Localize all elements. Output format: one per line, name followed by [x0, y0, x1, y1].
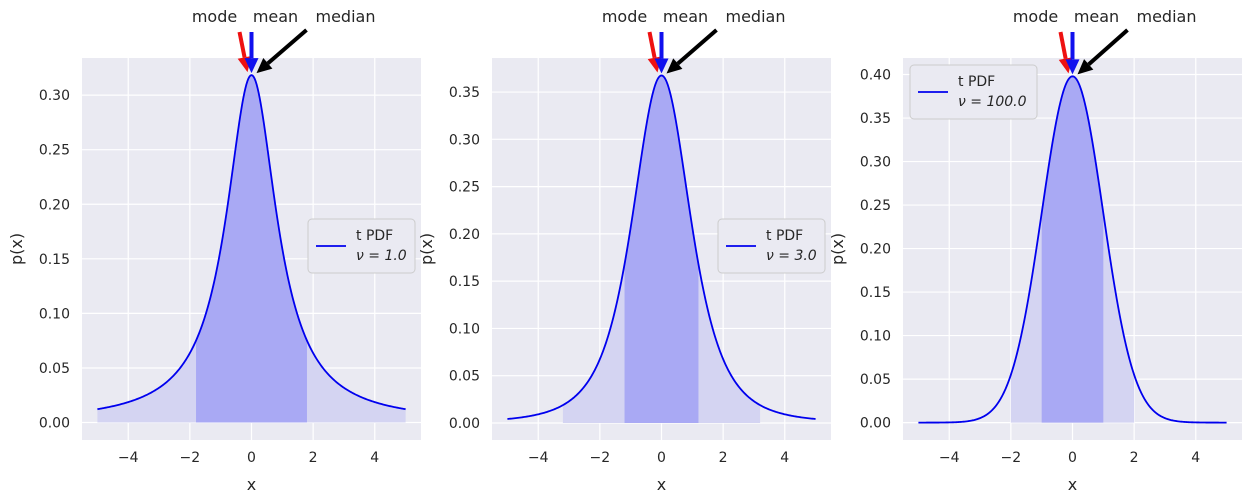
y-tick-label: 0.20	[860, 242, 891, 258]
median-arrow-head	[666, 58, 683, 74]
legend-label-line1: t PDF	[958, 74, 995, 90]
y-tick-label: 0.35	[860, 111, 891, 127]
y-axis-label: p(x)	[7, 233, 26, 265]
legend-label-line2: ν = 100.0	[958, 94, 1027, 110]
x-tick-label: −4	[118, 450, 139, 466]
legend-label-line2: ν = 1.0	[356, 248, 407, 264]
y-tick-label: 0.40	[860, 68, 891, 84]
y-tick-label: 0.30	[39, 88, 70, 104]
shaded-region-inner	[1041, 76, 1104, 423]
x-tick-label: −2	[1001, 450, 1022, 466]
y-tick-label: 0.00	[449, 416, 480, 432]
legend-box	[307, 218, 416, 274]
x-tick-label: −4	[528, 450, 549, 466]
x-tick-label: 4	[370, 450, 379, 466]
y-tick-label: 0.20	[449, 227, 480, 243]
x-axis-label: x	[1068, 475, 1077, 494]
y-axis-label: p(x)	[828, 233, 847, 265]
mode-annotation: mode	[192, 7, 237, 26]
median-annotation: median	[726, 7, 786, 26]
x-tick-label: 2	[309, 450, 318, 466]
y-tick-label: 0.10	[860, 329, 891, 345]
y-tick-label: 0.10	[449, 321, 480, 337]
legend-label-line1: t PDF	[766, 228, 803, 244]
y-tick-label: 0.10	[39, 306, 70, 322]
mode-annotation: mode	[602, 7, 647, 26]
mean-annotation: mean	[1074, 7, 1119, 26]
pdf-line	[507, 74, 816, 420]
x-tick-label: 4	[780, 450, 789, 466]
pdf-line	[918, 75, 1227, 424]
y-tick-label: 0.25	[39, 143, 70, 159]
y-tick-label: 0.30	[449, 132, 480, 148]
mean-arrow-head	[244, 58, 259, 74]
panel-2: −4 −2 0 2 4 0.00 0.05 0.10 0.15 0.20 0.25 0.30 0.35 x…	[417, 7, 831, 494]
x-tick-label: 2	[1130, 450, 1139, 466]
mean-annotation: mean	[253, 7, 298, 26]
y-tick-label: 0.30	[860, 155, 891, 171]
mean-arrow-head	[1065, 59, 1080, 75]
shaded-region-inner	[624, 75, 699, 423]
x-tick-label: 2	[719, 450, 728, 466]
x-tick-label: 4	[1191, 450, 1200, 466]
mean-annotation: mean	[663, 7, 708, 26]
y-tick-label: 0.05	[449, 369, 480, 385]
y-tick-label: 0.15	[39, 252, 70, 268]
y-axis-label: p(x)	[417, 233, 436, 265]
x-tick-label: −2	[590, 450, 611, 466]
mode-annotation: mode	[1013, 7, 1058, 26]
y-tick-label: 0.25	[860, 198, 891, 214]
y-tick-label: 0.05	[39, 361, 70, 377]
x-tick-label: −4	[939, 450, 960, 466]
x-axis-label: x	[247, 475, 256, 494]
y-tick-label: 0.20	[39, 197, 70, 213]
y-tick-label: 0.00	[860, 416, 891, 432]
shaded-region-inner	[196, 75, 307, 423]
y-tick-label: 0.15	[449, 274, 480, 290]
median-arrow-head	[1077, 59, 1094, 75]
median-arrow-shaft	[266, 28, 308, 65]
panel-3: −4 −2 0 2 4 0.00 0.05 0.10 0.15 0.20 0.25 0.30 0.35 0…	[828, 7, 1242, 494]
y-tick-label: 0.00	[39, 416, 70, 432]
x-tick-label: 0	[657, 450, 666, 466]
x-axis-label: x	[657, 475, 666, 494]
median-arrow-shaft	[1087, 28, 1129, 66]
median-annotation: median	[316, 7, 376, 26]
median-annotation: median	[1137, 7, 1197, 26]
legend-label-line1: t PDF	[356, 228, 393, 244]
x-tick-label: 0	[247, 450, 256, 466]
y-tick-label: 0.35	[449, 85, 480, 101]
y-tick-label: 0.05	[860, 372, 891, 388]
x-tick-label: −2	[180, 450, 201, 466]
pdf-line	[97, 74, 406, 411]
x-tick-label: 0	[1068, 450, 1077, 466]
mode-arrow-shaft	[1058, 31, 1068, 59]
mode-arrow-shaft	[647, 31, 657, 59]
median-arrow-shaft	[676, 28, 718, 66]
y-tick-label: 0.15	[860, 285, 891, 301]
legend-box	[909, 64, 1038, 120]
mode-arrow-shaft	[237, 31, 247, 58]
legend-box	[717, 218, 826, 274]
panel-1: −4 −2 0 2 4 0.00 0.05 0.10 0.15 0.20 0.25 0.30 x p(x)…	[7, 7, 421, 494]
mean-arrow-head	[654, 58, 669, 74]
y-tick-label: 0.25	[449, 180, 480, 196]
legend-label-line2: ν = 3.0	[766, 248, 817, 264]
median-arrow-head	[256, 58, 273, 74]
